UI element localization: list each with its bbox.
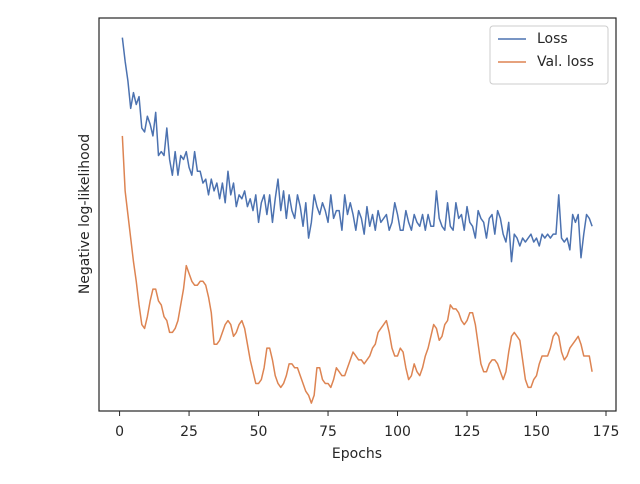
x-tick-label: 50 [250, 424, 268, 440]
x-axis-label: Epochs [332, 446, 382, 462]
legend-label: Loss [537, 31, 568, 47]
legend-label: Val. loss [537, 54, 594, 70]
legend-box [489, 25, 609, 85]
plot-frame [98, 17, 617, 412]
x-tick-label: 0 [115, 424, 124, 440]
x-tick-label: 75 [319, 424, 337, 440]
x-tick-label: 125 [454, 424, 481, 440]
series-line [121, 37, 593, 263]
x-tick-label: 175 [593, 424, 620, 440]
x-tick-label: 100 [384, 424, 411, 440]
x-tick-label: 25 [180, 424, 198, 440]
x-tick-label: 150 [523, 424, 550, 440]
series-line [121, 135, 593, 404]
y-axis-label: Negative log-likelihood [77, 134, 93, 294]
